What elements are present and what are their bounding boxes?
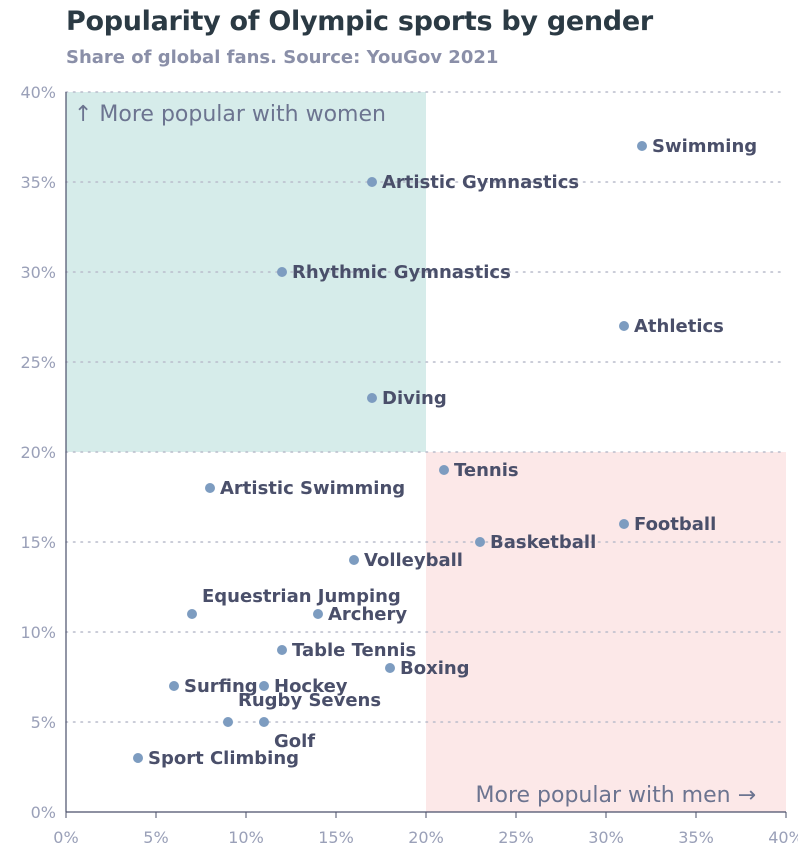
point-label: Archery — [328, 604, 407, 625]
data-point — [133, 753, 143, 763]
x-tick-label: 20% — [408, 828, 444, 847]
chart-subtitle: Share of global fans. Source: YouGov 202… — [66, 47, 499, 68]
y-tick-label: 20% — [20, 443, 56, 462]
point-label: Artistic Gymnastics — [382, 172, 579, 193]
x-tick-label: 0% — [53, 828, 78, 847]
point-label: Rugby Sevens — [238, 690, 381, 711]
point-label: Boxing — [400, 658, 470, 679]
data-point — [439, 465, 449, 475]
y-tick-label: 35% — [20, 173, 56, 192]
data-point — [277, 645, 287, 655]
data-point — [349, 555, 359, 565]
women-region-label: ↑ More popular with women — [74, 102, 386, 127]
data-point — [619, 321, 629, 331]
data-point — [367, 393, 377, 403]
data-point — [619, 519, 629, 529]
y-tick-label: 15% — [20, 533, 56, 552]
data-point — [223, 717, 233, 727]
data-point — [205, 483, 215, 493]
point-label: Basketball — [490, 532, 596, 553]
x-tick-label: 25% — [498, 828, 534, 847]
men-region-label: More popular with men → — [476, 783, 757, 808]
data-point — [367, 177, 377, 187]
y-tick-label: 25% — [20, 353, 56, 372]
data-point — [637, 141, 647, 151]
point-label: Diving — [382, 388, 447, 409]
chart-title: Popularity of Olympic sports by gender — [66, 6, 653, 37]
data-point — [313, 609, 323, 619]
x-tick-label: 40% — [768, 828, 798, 847]
point-label: Table Tennis — [292, 640, 416, 661]
point-label: Artistic Swimming — [220, 478, 405, 499]
y-tick-label: 40% — [20, 83, 56, 102]
x-tick-label: 30% — [588, 828, 624, 847]
data-point — [169, 681, 179, 691]
y-tick-label: 0% — [31, 803, 56, 822]
point-label: Swimming — [652, 136, 757, 157]
data-point — [187, 609, 197, 619]
data-point — [259, 717, 269, 727]
point-label: Athletics — [634, 316, 724, 337]
point-label: Golf — [274, 731, 315, 752]
y-tick-label: 5% — [31, 713, 56, 732]
point-label: Rhythmic Gymnastics — [292, 262, 511, 283]
point-label: Volleyball — [364, 550, 463, 571]
data-point — [277, 267, 287, 277]
y-tick-label: 30% — [20, 263, 56, 282]
point-label: Tennis — [454, 460, 519, 481]
point-label: Equestrian Jumping — [202, 586, 401, 607]
point-label: Surfing — [184, 676, 258, 697]
data-point — [385, 663, 395, 673]
x-tick-label: 35% — [678, 828, 714, 847]
data-point — [259, 681, 269, 691]
x-tick-label: 5% — [143, 828, 168, 847]
y-tick-label: 10% — [20, 623, 56, 642]
point-label: Sport Climbing — [148, 748, 299, 769]
x-tick-label: 15% — [318, 828, 354, 847]
point-label: Hockey — [274, 676, 348, 697]
data-point — [475, 537, 485, 547]
point-label: Football — [634, 514, 716, 535]
x-tick-label: 10% — [228, 828, 264, 847]
